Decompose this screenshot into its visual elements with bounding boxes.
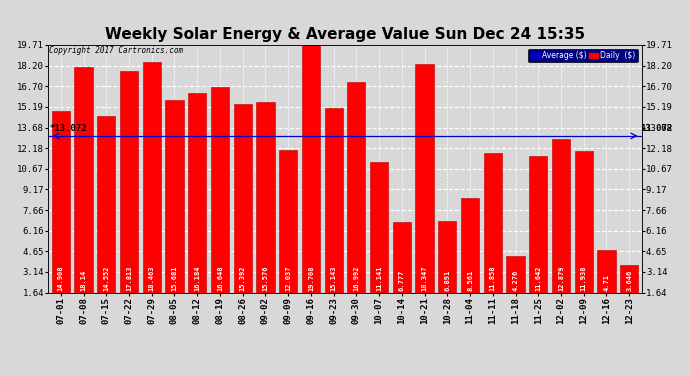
- Text: 17.813: 17.813: [126, 266, 132, 291]
- Bar: [211, 87, 229, 292]
- Bar: [120, 71, 138, 292]
- Bar: [52, 111, 70, 292]
- Text: 13.072: 13.072: [640, 124, 673, 133]
- Legend: Average ($), Daily  ($): Average ($), Daily ($): [529, 49, 638, 62]
- Text: 18.14: 18.14: [81, 270, 86, 291]
- Text: 15.143: 15.143: [331, 266, 337, 291]
- Text: 14.552: 14.552: [104, 266, 109, 291]
- Text: 15.681: 15.681: [172, 266, 177, 291]
- Bar: [143, 62, 161, 292]
- Bar: [302, 45, 320, 292]
- Bar: [461, 198, 479, 292]
- Bar: [598, 251, 615, 292]
- Bar: [575, 152, 593, 292]
- Bar: [324, 108, 343, 292]
- Bar: [393, 222, 411, 292]
- Text: 16.184: 16.184: [194, 266, 200, 291]
- Text: 18.463: 18.463: [149, 266, 155, 291]
- Text: 8.561: 8.561: [467, 270, 473, 291]
- Text: 11.938: 11.938: [581, 266, 586, 291]
- Bar: [234, 104, 252, 292]
- Bar: [484, 153, 502, 292]
- Text: 6.777: 6.777: [399, 270, 405, 291]
- Text: 11.141: 11.141: [376, 266, 382, 291]
- Text: 4.276: 4.276: [513, 270, 518, 291]
- Bar: [438, 220, 456, 292]
- Bar: [188, 93, 206, 292]
- Text: 15.392: 15.392: [239, 266, 246, 291]
- Text: 16.648: 16.648: [217, 266, 223, 291]
- Text: 12.879: 12.879: [558, 266, 564, 291]
- Text: Copyright 2017 Cartronics.com: Copyright 2017 Cartronics.com: [50, 46, 184, 56]
- Text: 15.576: 15.576: [262, 266, 268, 291]
- Bar: [415, 64, 434, 292]
- Bar: [75, 66, 92, 292]
- Bar: [347, 82, 366, 292]
- Bar: [370, 162, 388, 292]
- Text: 14.908: 14.908: [58, 266, 63, 291]
- Title: Weekly Solar Energy & Average Value Sun Dec 24 15:35: Weekly Solar Energy & Average Value Sun …: [105, 27, 585, 42]
- Bar: [552, 138, 570, 292]
- Bar: [97, 116, 115, 292]
- Text: 19.708: 19.708: [308, 266, 314, 291]
- Bar: [256, 102, 275, 292]
- Bar: [279, 150, 297, 292]
- Text: 16.992: 16.992: [353, 266, 359, 291]
- Bar: [166, 100, 184, 292]
- Bar: [620, 265, 638, 292]
- Text: 3.646: 3.646: [627, 270, 632, 291]
- Text: 18.347: 18.347: [422, 266, 428, 291]
- Text: 12.037: 12.037: [285, 266, 291, 291]
- Text: 6.891: 6.891: [444, 270, 451, 291]
- Bar: [506, 256, 524, 292]
- Text: 11.858: 11.858: [490, 266, 496, 291]
- Text: *13.072: *13.072: [50, 124, 87, 133]
- Text: 4.71: 4.71: [604, 274, 609, 291]
- Bar: [529, 156, 547, 292]
- Text: 11.642: 11.642: [535, 266, 541, 291]
